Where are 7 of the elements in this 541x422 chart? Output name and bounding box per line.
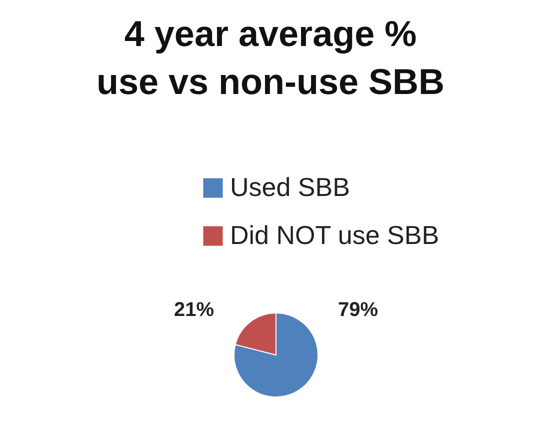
legend-label: Did NOT use SBB (230, 220, 440, 250)
data-label: 21% (174, 298, 214, 321)
text: use vs non-use SBB (96, 61, 445, 102)
pie-slice (234, 312, 318, 398)
data-label: 79% (338, 298, 378, 321)
legend-label: Used SBB (230, 172, 350, 202)
text: 4 year average % (124, 13, 417, 54)
